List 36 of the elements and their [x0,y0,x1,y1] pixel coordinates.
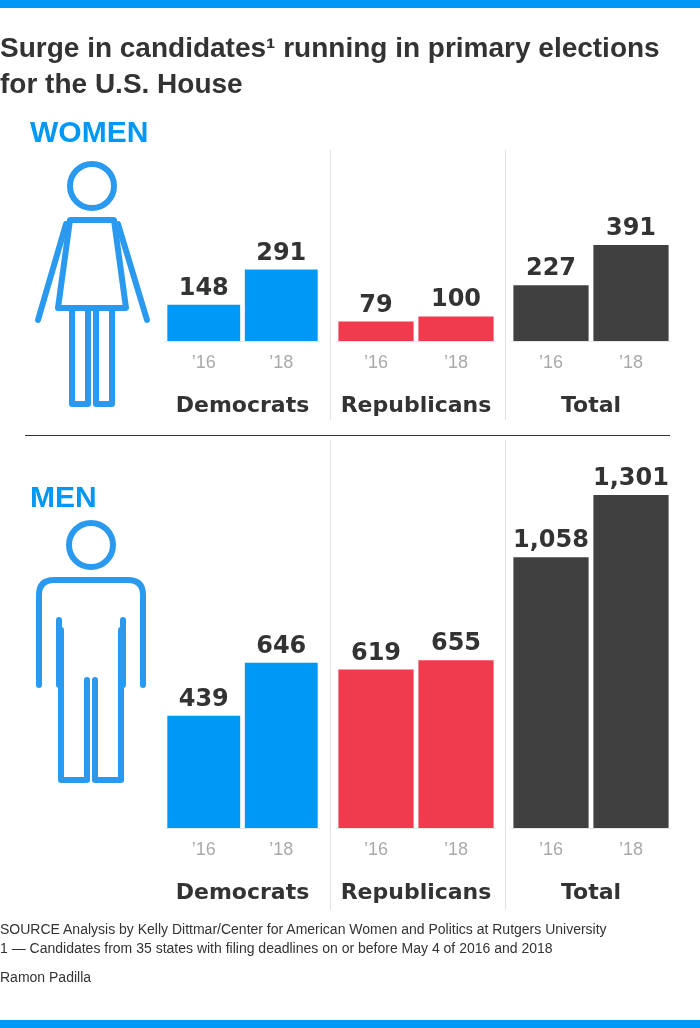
x-tick-label: ’16 [363,352,389,372]
x-tick-label: ’16 [363,839,389,859]
chart-title: Surge in candidates¹ running in primary elections for the U.S. House [0,31,660,101]
x-axis-title: Democrats [175,878,310,904]
x-tick-label: ’18 [269,352,294,372]
chart-subtitle: WOMEN [30,115,149,149]
x-tick-label: ’18 [618,352,644,372]
x-tick-label: ’18 [618,839,644,859]
x-axis-title: Total [560,878,622,904]
x-tick-label: ’16 [538,352,564,372]
data-label: 148 [178,272,229,301]
x-axis-title: Democrats [175,391,310,417]
x-tick-label: ’18 [443,352,469,372]
data-label: 391 [605,213,657,242]
data-label: 227 [525,253,577,282]
x-axis-title: Republicans [340,878,492,904]
data-label: 619 [350,637,402,666]
text: 1 — Candidates from 35 states with filing deadlines on or before May 4 of 2016 and 2018 [0,939,554,958]
data-label: 79 [359,289,393,318]
data-label: 646 [256,630,307,659]
data-label: 100 [430,284,482,313]
data-label: 655 [430,628,482,657]
source-note: SOURCE Analysis by Kelly Dittmar/Center for American Women and Politics at Rutgers University [0,920,608,939]
data-label: 291 [256,237,307,266]
data-label: 1,058 [513,525,589,554]
x-tick-label: ’16 [191,352,216,372]
chart-subtitle: MEN [30,480,97,514]
x-tick-label: ’16 [538,839,564,859]
data-label: 1,301 [593,463,669,491]
text: Ramon Padilla [0,968,93,987]
x-axis-title: Republicans [340,391,492,417]
data-label: 439 [178,683,229,712]
x-tick-label: ’16 [191,839,216,859]
x-axis-title: Total [560,391,622,417]
x-tick-label: ’18 [443,839,469,859]
x-tick-label: ’18 [269,839,294,859]
